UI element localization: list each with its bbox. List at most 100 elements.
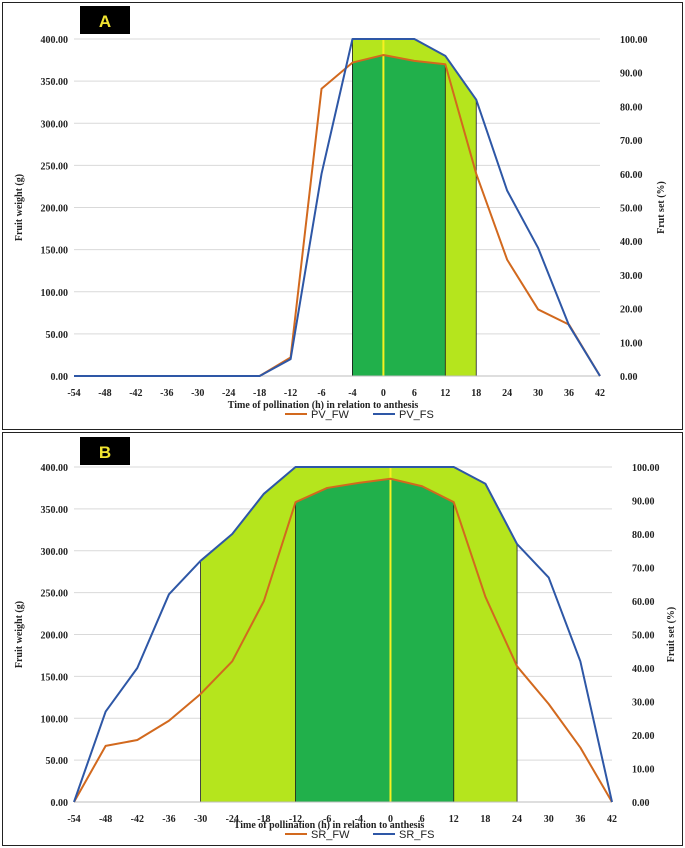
panel-a-x-tick-label: -4 xyxy=(348,388,356,399)
panel-a-x-tick-label: 12 xyxy=(440,388,450,399)
panel-b-y2-tick-label: 50.00 xyxy=(632,631,655,642)
panel-a-y-tick-label: 0.00 xyxy=(51,372,69,383)
panel-b-x-tick-label: -48 xyxy=(99,814,112,825)
panel-b-x-tick-label: -18 xyxy=(257,814,270,825)
panel-a-y2-tick-label: 100.00 xyxy=(620,35,648,46)
panel-b-x-tick-label: 30 xyxy=(544,814,554,825)
panel-a-y2-axis-title: Frut set (%) xyxy=(656,181,667,234)
panel-b-y2-tick-label: 0.00 xyxy=(632,798,650,809)
panel-b-x-tick-label: -36 xyxy=(162,814,175,825)
panel-b-y-tick-label: 200.00 xyxy=(41,631,69,642)
panel-a-x-axis-title: Time of pollination (h) in relation to a… xyxy=(228,400,419,411)
panel-b-y-tick-label: 350.00 xyxy=(41,505,69,516)
panel-a-x-tick-label: 6 xyxy=(412,388,417,399)
panel-a-y2-tick-label: 40.00 xyxy=(620,237,643,248)
panel-a-y2-tick-label: 60.00 xyxy=(620,170,643,181)
panel-a-y2-tick-label: 90.00 xyxy=(620,69,643,80)
panel-b-x-tick-label: -54 xyxy=(67,814,80,825)
panel-b-x-tick-label: -12 xyxy=(289,814,302,825)
panel-b-x-axis-title: Time of pollination (h) in relation to a… xyxy=(234,820,425,831)
panel-b-dark-band xyxy=(295,478,455,803)
panel-b-y2-axis-title: Fruit set (%) xyxy=(666,607,677,663)
panel-a-x-tick-label: 36 xyxy=(564,388,574,399)
panel-b-x-tick-label: 42 xyxy=(607,814,617,825)
panel-a-legend-fs-label: PV_FS xyxy=(399,409,434,421)
panel-a-y2-tick-label: 30.00 xyxy=(620,271,643,282)
panel-a-y2-tick-label: 70.00 xyxy=(620,136,643,147)
panel-b-fw-line xyxy=(73,477,613,803)
panel-b-y2-tick-label: 100.00 xyxy=(632,463,660,474)
panel-b-plot: 0.0050.00100.00150.00200.00250.00300.003… xyxy=(14,437,677,841)
panel-b-x-tick-label: -42 xyxy=(131,814,144,825)
panel-a-plot: 0.0050.00100.00150.00200.00250.00300.003… xyxy=(14,6,667,421)
panel-a-x-tick-label: -36 xyxy=(160,388,173,399)
panel-b-y2-tick-label: 10.00 xyxy=(632,765,655,776)
panel-a-x-tick-label: -42 xyxy=(129,388,142,399)
panel-a-x-tick-label: -30 xyxy=(191,388,204,399)
panel-a-x-tick-label: -18 xyxy=(253,388,266,399)
panel-a-y2-tick-label: 20.00 xyxy=(620,305,643,316)
panel-a-x-tick-label: 24 xyxy=(502,388,512,399)
panel-a-y2-tick-label: 0.00 xyxy=(620,372,638,383)
panel-b-x-tick-label: 6 xyxy=(420,814,425,825)
panel-a-y-tick-label: 150.00 xyxy=(41,246,69,257)
panel-a-y-tick-label: 250.00 xyxy=(41,161,69,172)
panel-a-y-tick-label: 300.00 xyxy=(41,119,69,130)
panel-b-legend-fs-label: SR_FS xyxy=(399,829,434,841)
panel-b-y-tick-label: 400.00 xyxy=(41,463,69,474)
panel-a-legend-fw-label: PV_FW xyxy=(311,409,350,421)
panel-b-y-tick-label: 150.00 xyxy=(41,672,69,683)
panel-b-y2-tick-label: 60.00 xyxy=(632,597,655,608)
panel-a-x-tick-label: 42 xyxy=(595,388,605,399)
panel-a-x-tick-label: -48 xyxy=(98,388,111,399)
panel-a-x-tick-label: 18 xyxy=(471,388,481,399)
panel-b-y2-tick-label: 80.00 xyxy=(632,530,655,541)
panel-a-dark-band xyxy=(352,54,446,377)
panel-b-y2-tick-label: 40.00 xyxy=(632,664,655,675)
panel-b-y-axis-title: Fruit weight (g) xyxy=(14,601,25,668)
panel-b-x-tick-label: -30 xyxy=(194,814,207,825)
panel-b-label-box xyxy=(80,437,130,465)
panel-b-y-tick-label: 250.00 xyxy=(41,589,69,600)
panel-a-y-axis-title: Fruit weight (g) xyxy=(14,174,25,241)
panel-a-x-tick-label: 30 xyxy=(533,388,543,399)
panel-b-y2-tick-label: 90.00 xyxy=(632,497,655,508)
panel-a-fs-line xyxy=(74,38,601,377)
panel-b-y-tick-label: 300.00 xyxy=(41,547,69,558)
panel-a-y-tick-label: 50.00 xyxy=(46,330,69,341)
panel-b-y2-tick-label: 30.00 xyxy=(632,698,655,709)
panel-b-y2-tick-label: 70.00 xyxy=(632,564,655,575)
panel-a-y2-tick-label: 50.00 xyxy=(620,204,643,215)
panel-a-y-tick-label: 100.00 xyxy=(41,288,69,299)
panel-b-x-tick-label: 18 xyxy=(480,814,490,825)
panel-b-fs-line xyxy=(73,466,613,803)
panel-b-x-tick-label: 36 xyxy=(575,814,585,825)
panel-b-y-tick-label: 0.00 xyxy=(51,798,69,809)
panel-a-border xyxy=(2,2,683,430)
panel-a-label-box xyxy=(80,6,130,34)
panel-b-x-tick-label: -6 xyxy=(323,814,331,825)
panel-a-y2-tick-label: 80.00 xyxy=(620,102,643,113)
panel-a-label: A xyxy=(99,12,111,31)
panel-a-y2-tick-label: 10.00 xyxy=(620,338,643,349)
panel-b-x-tick-label: -4 xyxy=(355,814,363,825)
panel-a-x-tick-label: -12 xyxy=(284,388,297,399)
panel-b-x-tick-label: 24 xyxy=(512,814,522,825)
panel-b-y-tick-label: 100.00 xyxy=(41,714,69,725)
panel-a-x-tick-label: -54 xyxy=(67,388,80,399)
panel-b-x-tick-label: 0 xyxy=(388,814,393,825)
panel-b-x-tick-label: -24 xyxy=(226,814,239,825)
panel-b-y2-tick-label: 20.00 xyxy=(632,731,655,742)
panel-a-x-tick-label: 0 xyxy=(381,388,386,399)
panel-b-label: B xyxy=(99,443,111,462)
panel-a-y-tick-label: 200.00 xyxy=(41,204,69,215)
panel-b-legend-fw-label: SR_FW xyxy=(311,829,350,841)
panel-a-y-tick-label: 400.00 xyxy=(41,35,69,46)
panel-a-x-tick-label: -6 xyxy=(317,388,325,399)
panel-b-y-tick-label: 50.00 xyxy=(46,756,69,767)
panel-b-x-tick-label: 12 xyxy=(449,814,459,825)
panel-a-x-tick-label: -24 xyxy=(222,388,235,399)
panel-a-y-tick-label: 350.00 xyxy=(41,77,69,88)
